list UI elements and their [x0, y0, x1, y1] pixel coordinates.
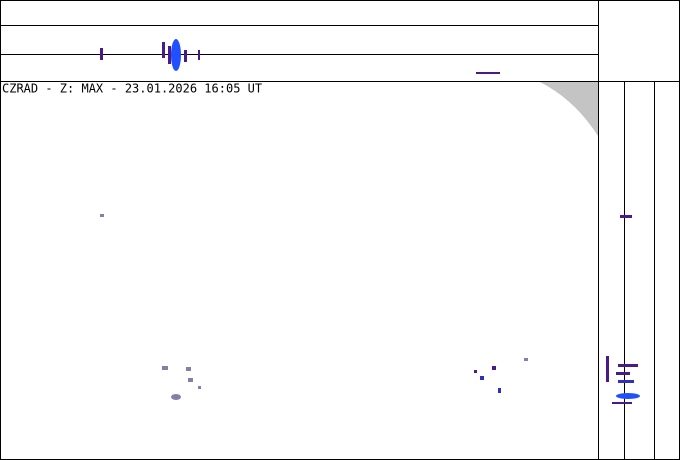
- map-echoes: [100, 214, 528, 400]
- echo: [162, 42, 165, 58]
- echo: [606, 356, 609, 382]
- echo: [171, 39, 181, 71]
- echo: [476, 72, 500, 74]
- echo: [186, 367, 191, 371]
- echo: [498, 388, 501, 393]
- echo: [162, 366, 168, 370]
- echo: [168, 46, 171, 64]
- product-title: CZRAD - Z: MAX - 23.01.2026 16:05 UT: [2, 82, 262, 96]
- echo: [616, 372, 630, 375]
- echo: [612, 402, 632, 404]
- echo: [100, 48, 103, 60]
- echo: [198, 50, 200, 60]
- echo: [188, 378, 193, 382]
- top-profile-echoes: [100, 39, 500, 74]
- echo: [184, 50, 187, 62]
- echo: [100, 214, 104, 217]
- echo: [171, 394, 181, 400]
- echo: [474, 370, 477, 373]
- echo: [616, 393, 640, 399]
- echo: [618, 364, 638, 367]
- echo: [524, 358, 528, 361]
- echo: [618, 380, 634, 383]
- side-profile-echoes: [606, 215, 640, 404]
- echo: [480, 376, 484, 380]
- out-of-range-area: [540, 82, 598, 136]
- echo: [198, 386, 201, 389]
- echo: [492, 366, 496, 370]
- echo: [620, 215, 632, 218]
